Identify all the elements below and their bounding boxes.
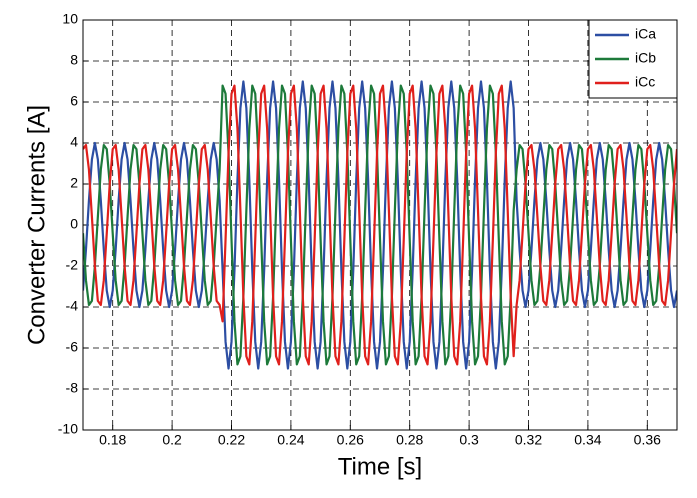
y-tick-label: 4 <box>70 134 78 150</box>
series-line <box>83 80 677 370</box>
x-axis-title: Time [s] <box>338 453 422 480</box>
y-tick-label: -8 <box>66 380 79 396</box>
y-axis-title: Converter Currents [A] <box>23 105 50 345</box>
x-tick-label: 0.18 <box>99 432 126 448</box>
legend-label: iCb <box>635 50 656 66</box>
x-tick-label: 0.34 <box>574 432 601 448</box>
y-tick-label: -6 <box>66 339 79 355</box>
y-tick-label: -4 <box>66 298 79 314</box>
x-tick-label: 0.28 <box>396 432 423 448</box>
x-tick-label: 0.32 <box>515 432 542 448</box>
x-tick-label: 0.3 <box>459 432 479 448</box>
series-line <box>83 84 677 366</box>
y-tick-label: 6 <box>70 93 78 109</box>
x-tick-label: 0.36 <box>634 432 661 448</box>
x-tick-label: 0.2 <box>162 432 182 448</box>
legend-label: iCa <box>635 26 656 42</box>
x-tick-label: 0.24 <box>277 432 304 448</box>
y-tick-label: -10 <box>58 421 78 437</box>
y-tick-label: 8 <box>70 52 78 68</box>
y-tick-label: 10 <box>62 11 78 27</box>
x-tick-label: 0.26 <box>337 432 364 448</box>
y-tick-label: 2 <box>70 175 78 191</box>
legend-label: iCc <box>635 74 655 90</box>
y-tick-label: -2 <box>66 257 79 273</box>
plot-frame <box>82 19 678 431</box>
y-tick-label: 0 <box>70 216 78 232</box>
x-tick-label: 0.22 <box>218 432 245 448</box>
series-line <box>83 84 677 366</box>
